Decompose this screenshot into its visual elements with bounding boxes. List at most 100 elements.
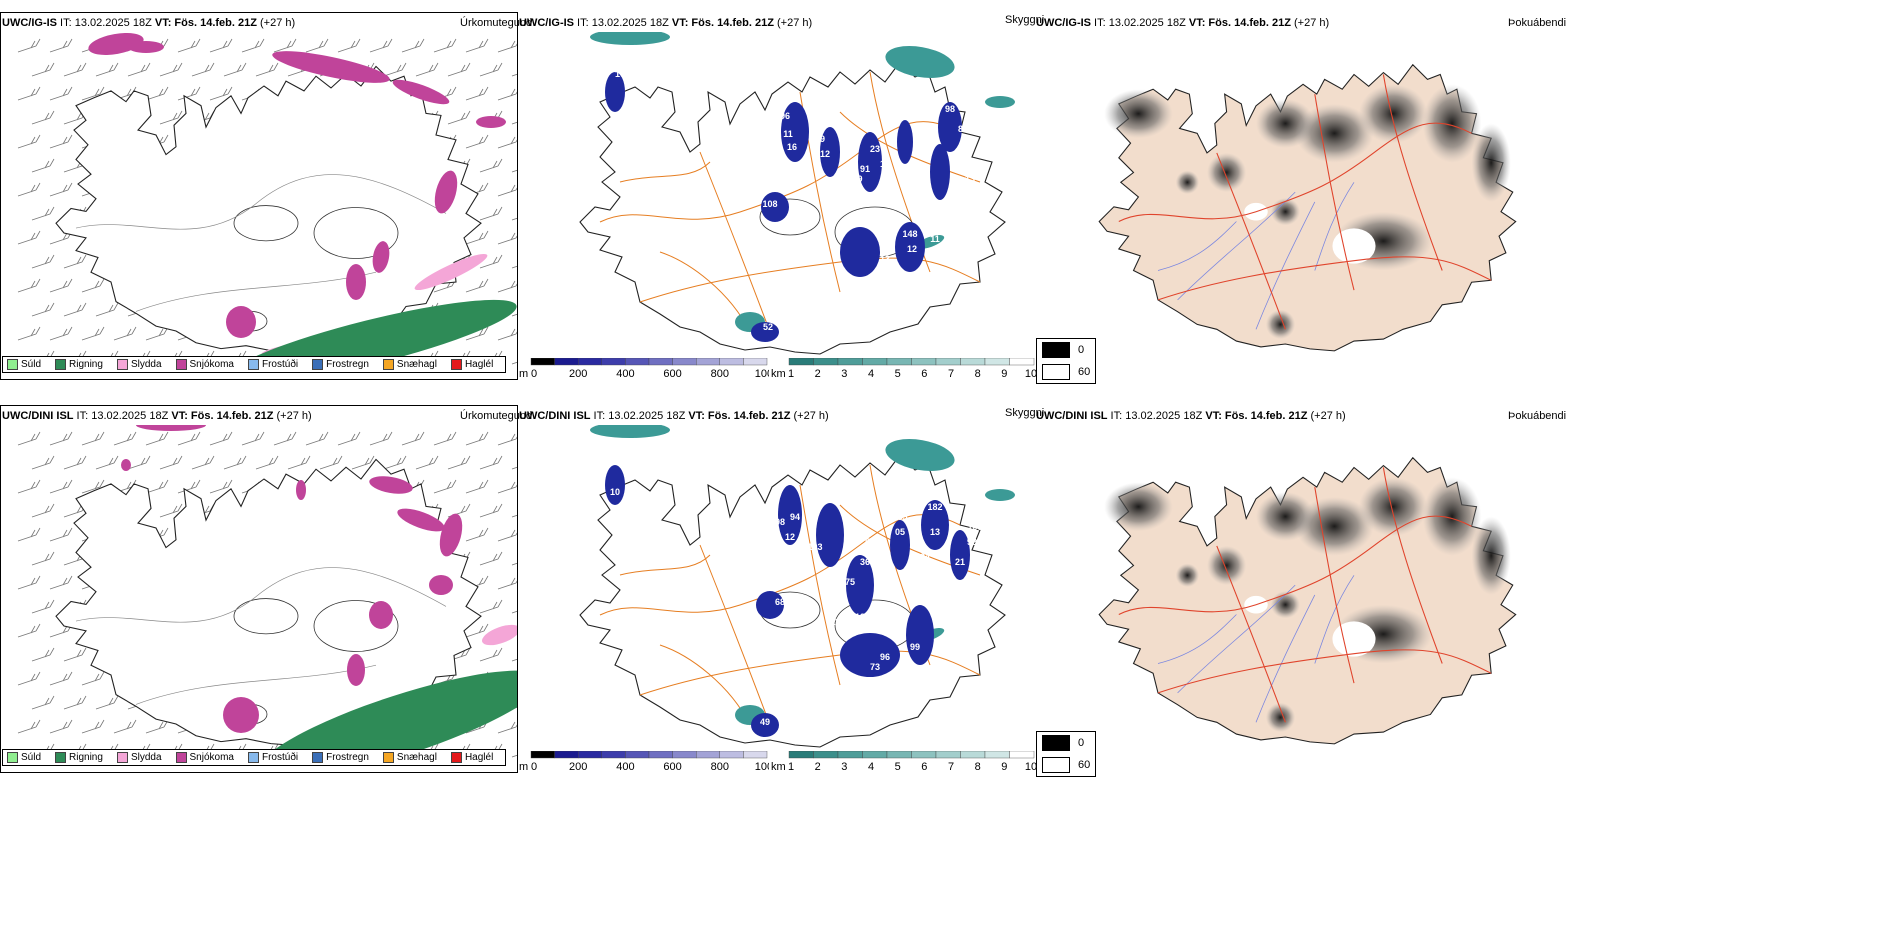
snow-area bbox=[136, 425, 206, 431]
wind-barb bbox=[95, 695, 119, 710]
wind-barb bbox=[273, 431, 297, 446]
wind-barb bbox=[191, 62, 215, 77]
wind-barb bbox=[465, 431, 489, 446]
road-line bbox=[1118, 122, 1472, 222]
legend-label: Haglél bbox=[464, 359, 494, 370]
road-line bbox=[639, 257, 981, 303]
wind-barb bbox=[241, 431, 265, 446]
wind-barb bbox=[319, 455, 343, 470]
colorbar-segment bbox=[862, 751, 888, 759]
fog-area bbox=[1358, 84, 1428, 144]
visibility-colorbar: km 1 2 3 4 5 6 7 8 9 10 bbox=[771, 358, 1036, 380]
legend-label: Súld bbox=[21, 752, 42, 763]
init-time: IT: 13.02.2025 18Z bbox=[590, 410, 689, 422]
road-line bbox=[1216, 152, 1286, 330]
wind-barb bbox=[401, 431, 425, 446]
wind-barb bbox=[465, 527, 489, 542]
legend-label: Haglél bbox=[464, 752, 494, 763]
ceiling-label: 99 bbox=[967, 537, 977, 547]
wind-barb bbox=[511, 121, 517, 125]
precip-legend-item: Súld bbox=[7, 752, 41, 763]
wind-barb bbox=[479, 551, 503, 566]
wind-barb bbox=[273, 38, 297, 53]
ceiling-area bbox=[897, 120, 913, 164]
road-line bbox=[1314, 94, 1355, 291]
ceiling-label: 91 bbox=[860, 164, 870, 174]
colorbar-tick: 1000 bbox=[755, 368, 769, 380]
wind-barb bbox=[177, 38, 201, 53]
wind-barb bbox=[479, 455, 503, 470]
wind-barb bbox=[81, 86, 105, 101]
wind-barb bbox=[497, 481, 517, 494]
road-line bbox=[799, 484, 841, 686]
wind-barb bbox=[479, 254, 503, 269]
wind-barb bbox=[31, 158, 55, 173]
init-time: IT: 13.02.2025 18Z bbox=[1107, 410, 1206, 422]
colorbar-tick: 2 bbox=[815, 368, 821, 380]
precip-legend-item: Snjókoma bbox=[175, 359, 234, 370]
fog-area bbox=[1270, 590, 1301, 619]
wind-barb bbox=[511, 169, 517, 173]
panel-title: Skyggni bbox=[1005, 14, 1045, 26]
wind-barb bbox=[81, 671, 105, 686]
wind-barb bbox=[511, 73, 517, 77]
precip-legend-item: Snjókoma bbox=[175, 752, 234, 763]
colorbar-tick: 4 bbox=[868, 368, 874, 380]
legend-swatch bbox=[1042, 757, 1070, 773]
legend-swatch bbox=[1042, 735, 1070, 751]
colorbar-tick: 1 bbox=[788, 368, 794, 380]
colorbar-segment bbox=[672, 751, 697, 759]
road-line bbox=[1382, 74, 1443, 271]
colorbar-tick: 800 bbox=[711, 761, 729, 773]
precip-legend-item: Frostregn bbox=[312, 752, 369, 763]
ceiling-area bbox=[605, 465, 625, 505]
ceiling-area bbox=[761, 192, 789, 222]
iceland-coastline bbox=[55, 65, 482, 354]
ceiling-label: 73 bbox=[870, 662, 880, 672]
wind-barb bbox=[17, 134, 41, 149]
wind-barb bbox=[17, 38, 41, 53]
wind-barb bbox=[337, 431, 361, 446]
fog-index-map bbox=[1098, 456, 1517, 745]
road-line bbox=[1216, 545, 1286, 723]
snow-area bbox=[369, 601, 393, 629]
ceiling-area bbox=[751, 322, 779, 342]
colorbar-segment bbox=[837, 751, 863, 759]
colorbar-unit: km bbox=[771, 761, 786, 773]
legend-swatch bbox=[312, 359, 324, 370]
wind-barb bbox=[31, 647, 55, 662]
colorbar-segment bbox=[935, 358, 961, 366]
colorbar-segment bbox=[554, 358, 579, 366]
ceiling-label: 12 bbox=[880, 159, 890, 169]
panel-header: UWC/DINI ISL IT: 13.02.2025 18Z VT: Fös.… bbox=[2, 410, 312, 422]
ceiling-label: 68 bbox=[775, 597, 785, 607]
ceiling-label: 105 bbox=[967, 522, 982, 532]
fog-area bbox=[1471, 516, 1511, 595]
ceiling-label: 13 bbox=[965, 174, 975, 184]
ceiling-label: 136 bbox=[882, 692, 897, 702]
colorbar-tick: 600 bbox=[663, 761, 681, 773]
ceiling-label: 98 bbox=[945, 104, 955, 114]
legend-swatch bbox=[116, 752, 128, 763]
colorbar-segment bbox=[601, 751, 626, 759]
legend-label: 0 bbox=[1078, 737, 1085, 749]
ceiling-label: 05 bbox=[895, 527, 905, 537]
wind-barb bbox=[49, 182, 73, 197]
wind-barb bbox=[511, 361, 517, 365]
wind-barb bbox=[497, 328, 517, 341]
wind-barb bbox=[401, 38, 425, 53]
wind-barb bbox=[433, 431, 457, 446]
wind-barb bbox=[209, 431, 233, 446]
wind-barb bbox=[511, 466, 517, 470]
legend-swatch bbox=[382, 359, 394, 370]
fog-index-legend: 0 60 bbox=[1036, 731, 1097, 777]
wind-barb bbox=[49, 671, 73, 686]
fog-area bbox=[1471, 123, 1511, 202]
road-line bbox=[1314, 487, 1355, 684]
ceiling-area bbox=[778, 485, 802, 545]
colorbar-tick: 10 bbox=[1025, 368, 1036, 380]
colorbar-segment bbox=[911, 751, 937, 759]
visibility-area bbox=[590, 32, 670, 45]
wind-barb bbox=[241, 38, 265, 53]
